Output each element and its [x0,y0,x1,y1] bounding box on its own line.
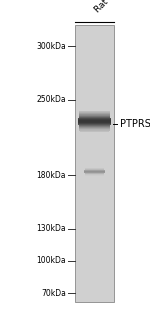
Bar [84,170,105,171]
Text: 300kDa: 300kDa [36,42,66,51]
Bar [78,118,111,119]
Bar [79,113,110,114]
Text: 70kDa: 70kDa [41,289,66,298]
Bar [78,120,111,121]
Text: 100kDa: 100kDa [36,256,66,265]
Bar [79,115,110,116]
Bar [85,169,105,170]
Bar [84,172,105,173]
Bar [85,168,104,169]
Bar [79,130,110,131]
Bar [79,116,110,117]
Text: 180kDa: 180kDa [36,170,66,179]
Bar [75,25,114,302]
Bar [79,117,110,118]
Bar [85,174,104,175]
Bar [79,128,110,129]
Text: PTPRS: PTPRS [120,118,150,128]
Bar [79,125,110,126]
Bar [78,124,111,125]
Bar [85,175,104,176]
Bar [79,114,110,115]
Bar [79,112,110,113]
Bar [85,173,105,174]
Bar [79,129,110,130]
Text: 130kDa: 130kDa [36,224,66,233]
Bar [78,122,111,123]
Bar [78,121,111,122]
Text: Rat testis: Rat testis [93,0,130,14]
Bar [79,127,110,128]
Text: 250kDa: 250kDa [36,95,66,104]
Bar [78,119,111,120]
Bar [80,111,110,112]
Bar [79,126,110,127]
Bar [80,131,110,132]
Bar [78,123,111,124]
Bar [84,171,105,172]
